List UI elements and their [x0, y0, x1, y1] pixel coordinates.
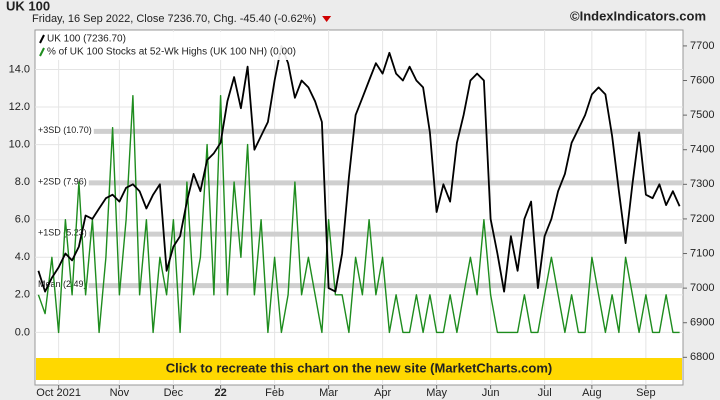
- y2-tick-label: 7300: [690, 178, 714, 190]
- y2-tick-label: 7200: [690, 213, 714, 225]
- y-tick-label: 14.0: [9, 63, 30, 75]
- y-tick-label: 12.0: [9, 101, 30, 113]
- legend-swatch: [39, 34, 45, 44]
- x-tick-label: May: [426, 387, 447, 399]
- reference-label-bg: [36, 279, 89, 291]
- x-tick-label: Apr: [374, 387, 391, 399]
- series-line: [37, 45, 681, 293]
- x-tick-label: 22: [215, 387, 227, 399]
- x-tick-label: Oct 2021: [36, 387, 81, 399]
- banner-text[interactable]: Click to recreate this chart on the new …: [166, 360, 553, 375]
- y2-tick-label: 6900: [690, 317, 714, 329]
- x-tick-label: Nov: [110, 387, 130, 399]
- legend: UK 100 (7236.70) % of UK 100 Stocks at 52…: [37, 32, 300, 60]
- subtitle: Friday, 16 Sep 2022, Close 7236.70, Chg.…: [32, 13, 316, 25]
- legend-swatch: [39, 47, 45, 57]
- x-tick-label: Jun: [482, 387, 500, 399]
- x-tick-label: Mar: [319, 387, 338, 399]
- x-tick-label: Sep: [636, 387, 656, 399]
- y-tick-label: 2.0: [15, 289, 30, 301]
- y-tick-label: 10.0: [9, 138, 30, 150]
- reference-label: +3SD (10.70): [38, 125, 92, 135]
- site: ©IndexIndicators.com: [570, 8, 706, 23]
- y2-tick-label: 7700: [690, 40, 714, 52]
- x-tick-label: Jul: [538, 387, 552, 399]
- x-tick-label: Feb: [265, 387, 284, 399]
- y2-tick-label: 7100: [690, 247, 714, 259]
- y-tick-label: 8.0: [15, 176, 30, 188]
- plot-area: [34, 29, 684, 386]
- reference-label-bg: [36, 176, 89, 188]
- reference-label: +2SD (7.96): [38, 176, 87, 186]
- legend-box: [37, 32, 300, 60]
- y2-tick-label: 7000: [690, 282, 714, 294]
- y-tick-label: 6.0: [15, 214, 30, 226]
- series-line: [37, 95, 680, 334]
- reference-label: Mean (2.49): [38, 279, 87, 289]
- y-tick-label: 0.0: [15, 326, 30, 338]
- y2-tick-label: 7500: [690, 109, 714, 121]
- y-tick-label: 4.0: [15, 251, 30, 263]
- reference-label-bg: [36, 125, 94, 137]
- reference-label: +1SD (5.23): [38, 228, 87, 238]
- y2-tick-label: 7400: [690, 144, 714, 156]
- reference-label-bg: [36, 228, 89, 240]
- y2-tick-label: 7600: [690, 74, 714, 86]
- legend-label: % of UK 100 Stocks at 52-Wk Highs (UK 10…: [47, 47, 296, 58]
- title: UK 100: [6, 0, 50, 13]
- banner-bg: [36, 358, 682, 380]
- change-arrow: [322, 16, 332, 22]
- x-tick-label: Aug: [582, 387, 602, 399]
- y2-tick-label: 6800: [690, 351, 714, 363]
- legend-label: UK 100 (7236.70): [47, 34, 126, 45]
- banner[interactable]: Click to recreate this chart on the new …: [36, 358, 682, 380]
- x-tick-label: Dec: [164, 387, 184, 399]
